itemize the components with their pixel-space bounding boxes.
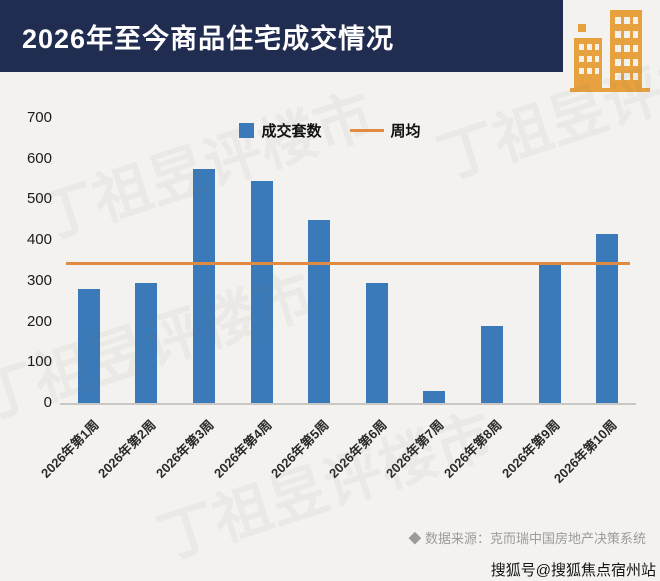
y-tick-label: 400 <box>26 231 52 249</box>
legend-item-line[interactable]: 周均 <box>349 120 421 141</box>
watermark-handle: 搜狐号@搜狐焦点宿州站 <box>490 562 656 579</box>
bar-2026年第5周[interactable] <box>308 219 331 403</box>
y-tick-label: 600 <box>26 149 52 167</box>
x-tick-label: 2026年第9周 <box>498 417 563 481</box>
line-swatch-icon <box>349 129 384 132</box>
y-tick-label: 200 <box>26 312 52 330</box>
y-tick-label: 0 <box>43 394 52 411</box>
x-tick-label: 2026年第3周 <box>152 417 217 481</box>
title-bar: 2026年至今商品住宅成交情况 <box>0 0 563 72</box>
x-tick-label: 2026年第10周 <box>551 417 620 486</box>
chart-legend: 成交套数 周均 <box>8 120 652 141</box>
data-source: ◆ 数据来源：克而瑞中国房地产决策系统 <box>408 531 646 546</box>
x-tick-label: 2026年第2周 <box>95 417 160 481</box>
bar-2026年第6周[interactable] <box>365 282 388 403</box>
y-tick-label: 100 <box>26 353 52 371</box>
bar-swatch-icon <box>239 123 255 138</box>
y-tick-label: 700 <box>26 109 52 126</box>
bar-2026年第7周[interactable] <box>423 390 446 403</box>
bar-2026年第1周[interactable] <box>77 289 100 403</box>
x-tick-label: 2026年第4周 <box>210 417 275 481</box>
buildings-icon <box>566 4 654 96</box>
bar-2026年第8周[interactable] <box>481 325 503 403</box>
x-tick-label: 2026年第8周 <box>440 417 505 481</box>
x-tick-label: 2026年第5周 <box>268 417 332 481</box>
bar-2026年第9周[interactable] <box>538 264 561 403</box>
y-tick-label: 500 <box>26 190 52 208</box>
bar-2026年第10周[interactable] <box>596 234 619 403</box>
chart: 成交套数 周均 0 100 200 300 400 500 600 700 2026年第1周 2… <box>8 98 652 518</box>
legend-label-line: 周均 <box>390 123 421 140</box>
bar-2026年第2周[interactable] <box>135 282 158 403</box>
legend-item-bars[interactable]: 成交套数 <box>239 120 322 141</box>
y-axis: 0 100 200 300 400 500 600 700 <box>8 98 52 518</box>
buildings-icon-svg <box>570 10 650 92</box>
average-line[interactable] <box>66 261 630 265</box>
legend-label-bars: 成交套数 <box>261 123 322 140</box>
plot-area <box>60 118 636 405</box>
x-tick-label: 2026年第6周 <box>325 417 390 481</box>
page-title: 2026年至今商品住宅成交情况 <box>22 23 395 54</box>
y-tick-label: 300 <box>26 271 52 289</box>
bar-2026年第4周[interactable] <box>250 181 273 403</box>
bar-2026年第3周[interactable] <box>193 168 215 403</box>
x-tick-label: 2026年第7周 <box>383 417 448 481</box>
